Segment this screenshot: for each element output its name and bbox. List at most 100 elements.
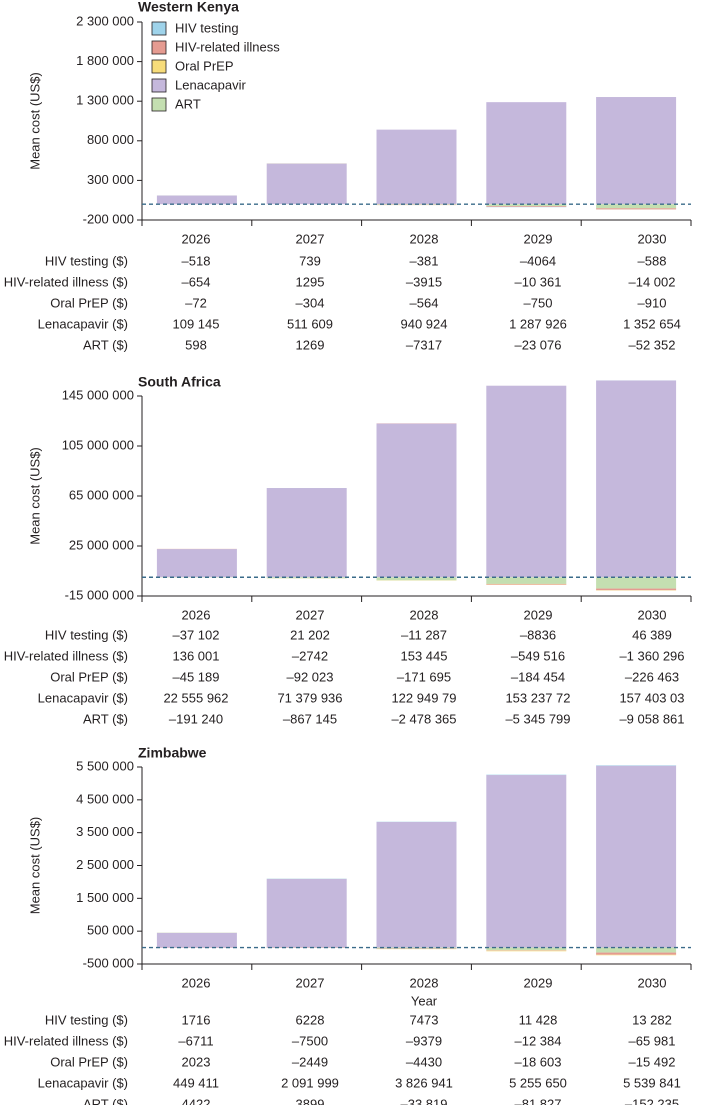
cell-hiv-testing-2026: –37 102 <box>173 627 220 642</box>
cell-lenacapavir-2028: 940 924 <box>401 316 448 331</box>
bar-hiv-related-illness-2029 <box>486 205 567 207</box>
cell-art-2028: –7317 <box>406 337 442 352</box>
legend-label-art: ART <box>175 96 201 111</box>
cell-art-2027: –867 145 <box>283 711 337 726</box>
row-label-oral-prep: Oral PrEP ($) <box>50 295 128 310</box>
bar-art-2030 <box>596 204 677 209</box>
row-label-hiv-related-illness: HIV-related illness ($) <box>4 1033 128 1048</box>
row-label-hiv-testing: HIV testing ($) <box>45 627 128 642</box>
y-tick-label: 2 500 000 <box>76 857 134 872</box>
cell-hiv-related-illness-2029: –549 516 <box>511 648 565 663</box>
bar-hiv-related-illness-2029 <box>486 583 567 585</box>
cell-oral-prep-2030: –910 <box>638 295 667 310</box>
row-label-oral-prep: Oral PrEP ($) <box>50 669 128 684</box>
legend-label-oral-prep: Oral PrEP <box>175 58 234 73</box>
cell-hiv-testing-2029: 11 428 <box>519 1012 558 1027</box>
bar-lenacapavir-2027 <box>266 163 347 205</box>
x-tick-label: 2026 <box>182 231 211 246</box>
bar-lenacapavir-2026 <box>156 549 237 578</box>
cell-oral-prep-2028: –4430 <box>406 1054 442 1069</box>
row-label-oral-prep: Oral PrEP ($) <box>50 1054 128 1069</box>
x-axis-label: Year <box>411 993 438 1008</box>
cell-lenacapavir-2028: 122 949 79 <box>391 690 456 705</box>
cell-hiv-testing-2029: –4064 <box>520 253 556 268</box>
cell-oral-prep-2026: –45 189 <box>173 669 220 684</box>
bar-lenacapavir-2027 <box>266 878 347 948</box>
x-tick-label: 2030 <box>638 607 667 622</box>
cell-hiv-testing-2027: 6228 <box>296 1012 325 1027</box>
cell-hiv-testing-2027: 21 202 <box>290 627 330 642</box>
cell-oral-prep-2028: –171 695 <box>397 669 451 684</box>
bar-art-2028 <box>376 577 457 581</box>
panel-title: Western Kenya <box>138 0 239 15</box>
cell-hiv-related-illness-2027: –2742 <box>292 648 328 663</box>
y-tick-label: 5 500 000 <box>76 758 134 773</box>
cell-hiv-related-illness-2026: –6711 <box>178 1033 213 1048</box>
cell-hiv-related-illness-2030: –1 360 296 <box>619 648 684 663</box>
bar-art-2029 <box>486 204 567 206</box>
legend-swatch-art <box>151 97 167 112</box>
cell-oral-prep-2027: –92 023 <box>287 669 334 684</box>
cell-art-2026: 598 <box>185 337 207 352</box>
cell-hiv-testing-2028: 7473 <box>410 1012 439 1027</box>
bar-lenacapavir-2027 <box>266 488 347 578</box>
y-tick-label: -200 000 <box>83 211 134 226</box>
bar-lenacapavir-2028 <box>376 423 457 578</box>
cell-lenacapavir-2026: 22 555 962 <box>163 690 228 705</box>
cell-hiv-testing-2030: –588 <box>638 253 667 268</box>
y-tick-label: 1 800 000 <box>76 53 134 68</box>
y-tick-label: -15 000 000 <box>65 587 134 602</box>
cell-lenacapavir-2026: 449 411 <box>173 1075 219 1090</box>
x-tick-label: 2028 <box>410 607 439 622</box>
cell-hiv-related-illness-2030: –65 981 <box>629 1033 676 1048</box>
cell-hiv-testing-2028: –11 287 <box>401 627 447 642</box>
cell-lenacapavir-2027: 511 609 <box>287 316 333 331</box>
x-tick-label: 2030 <box>638 975 667 990</box>
y-tick-label: 1 300 000 <box>76 93 134 108</box>
cell-lenacapavir-2030: 5 539 841 <box>623 1075 681 1090</box>
cell-lenacapavir-2027: 71 379 936 <box>277 690 342 705</box>
y-tick-label: 1 500 000 <box>76 890 134 905</box>
x-tick-label: 2029 <box>524 231 553 246</box>
bar-oral-prep-2029 <box>486 950 567 952</box>
bar-lenacapavir-2028 <box>376 821 457 948</box>
legend-label-hiv-related-illness: HIV-related illness <box>175 39 280 54</box>
cell-hiv-testing-2026: –518 <box>182 253 211 268</box>
cell-hiv-testing-2029: –8836 <box>520 627 556 642</box>
cell-oral-prep-2028: –564 <box>410 295 439 310</box>
y-tick-label: 2 300 000 <box>76 13 134 28</box>
cell-hiv-testing-2030: 13 282 <box>632 1012 672 1027</box>
y-tick-label: 3 500 000 <box>76 824 134 839</box>
cell-art-2027: 3899 <box>296 1096 325 1105</box>
legend-swatch-lenacapavir <box>151 78 167 93</box>
bar-art-2029 <box>486 577 567 584</box>
y-tick-label: 145 000 000 <box>62 387 134 402</box>
cell-oral-prep-2030: –226 463 <box>625 669 679 684</box>
cell-lenacapavir-2030: 1 352 654 <box>623 316 681 331</box>
cell-oral-prep-2027: –304 <box>296 295 325 310</box>
cell-lenacapavir-2029: 153 237 72 <box>505 690 570 705</box>
cell-lenacapavir-2029: 1 287 926 <box>509 316 567 331</box>
cell-hiv-related-illness-2030: –14 002 <box>629 274 676 289</box>
cell-oral-prep-2026: 2023 <box>182 1054 211 1069</box>
bar-art-2030 <box>596 947 677 953</box>
x-tick-label: 2029 <box>524 975 553 990</box>
cell-art-2028: –33 819 <box>401 1096 448 1105</box>
cell-lenacapavir-2027: 2 091 999 <box>281 1075 339 1090</box>
y-tick-label: -500 000 <box>83 955 134 970</box>
y-tick-label: 800 000 <box>87 132 134 147</box>
y-tick-label: 25 000 000 <box>69 537 134 552</box>
bar-lenacapavir-2030 <box>596 97 677 205</box>
cell-hiv-related-illness-2026: –654 <box>182 274 211 289</box>
legend-swatch-hiv-testing <box>151 21 167 36</box>
cell-oral-prep-2029: –750 <box>524 295 553 310</box>
panel-title: South Africa <box>138 374 221 390</box>
legend-swatch-hiv-related-illness <box>151 40 167 55</box>
cell-hiv-testing-2028: –381 <box>410 253 439 268</box>
bar-art-2029 <box>486 947 567 951</box>
cell-art-2027: 1269 <box>296 337 325 352</box>
x-tick-label: 2027 <box>296 607 325 622</box>
y-tick-label: 500 000 <box>87 923 134 938</box>
row-label-lenacapavir: Lenacapavir ($) <box>38 316 128 331</box>
bar-lenacapavir-2029 <box>486 102 567 205</box>
